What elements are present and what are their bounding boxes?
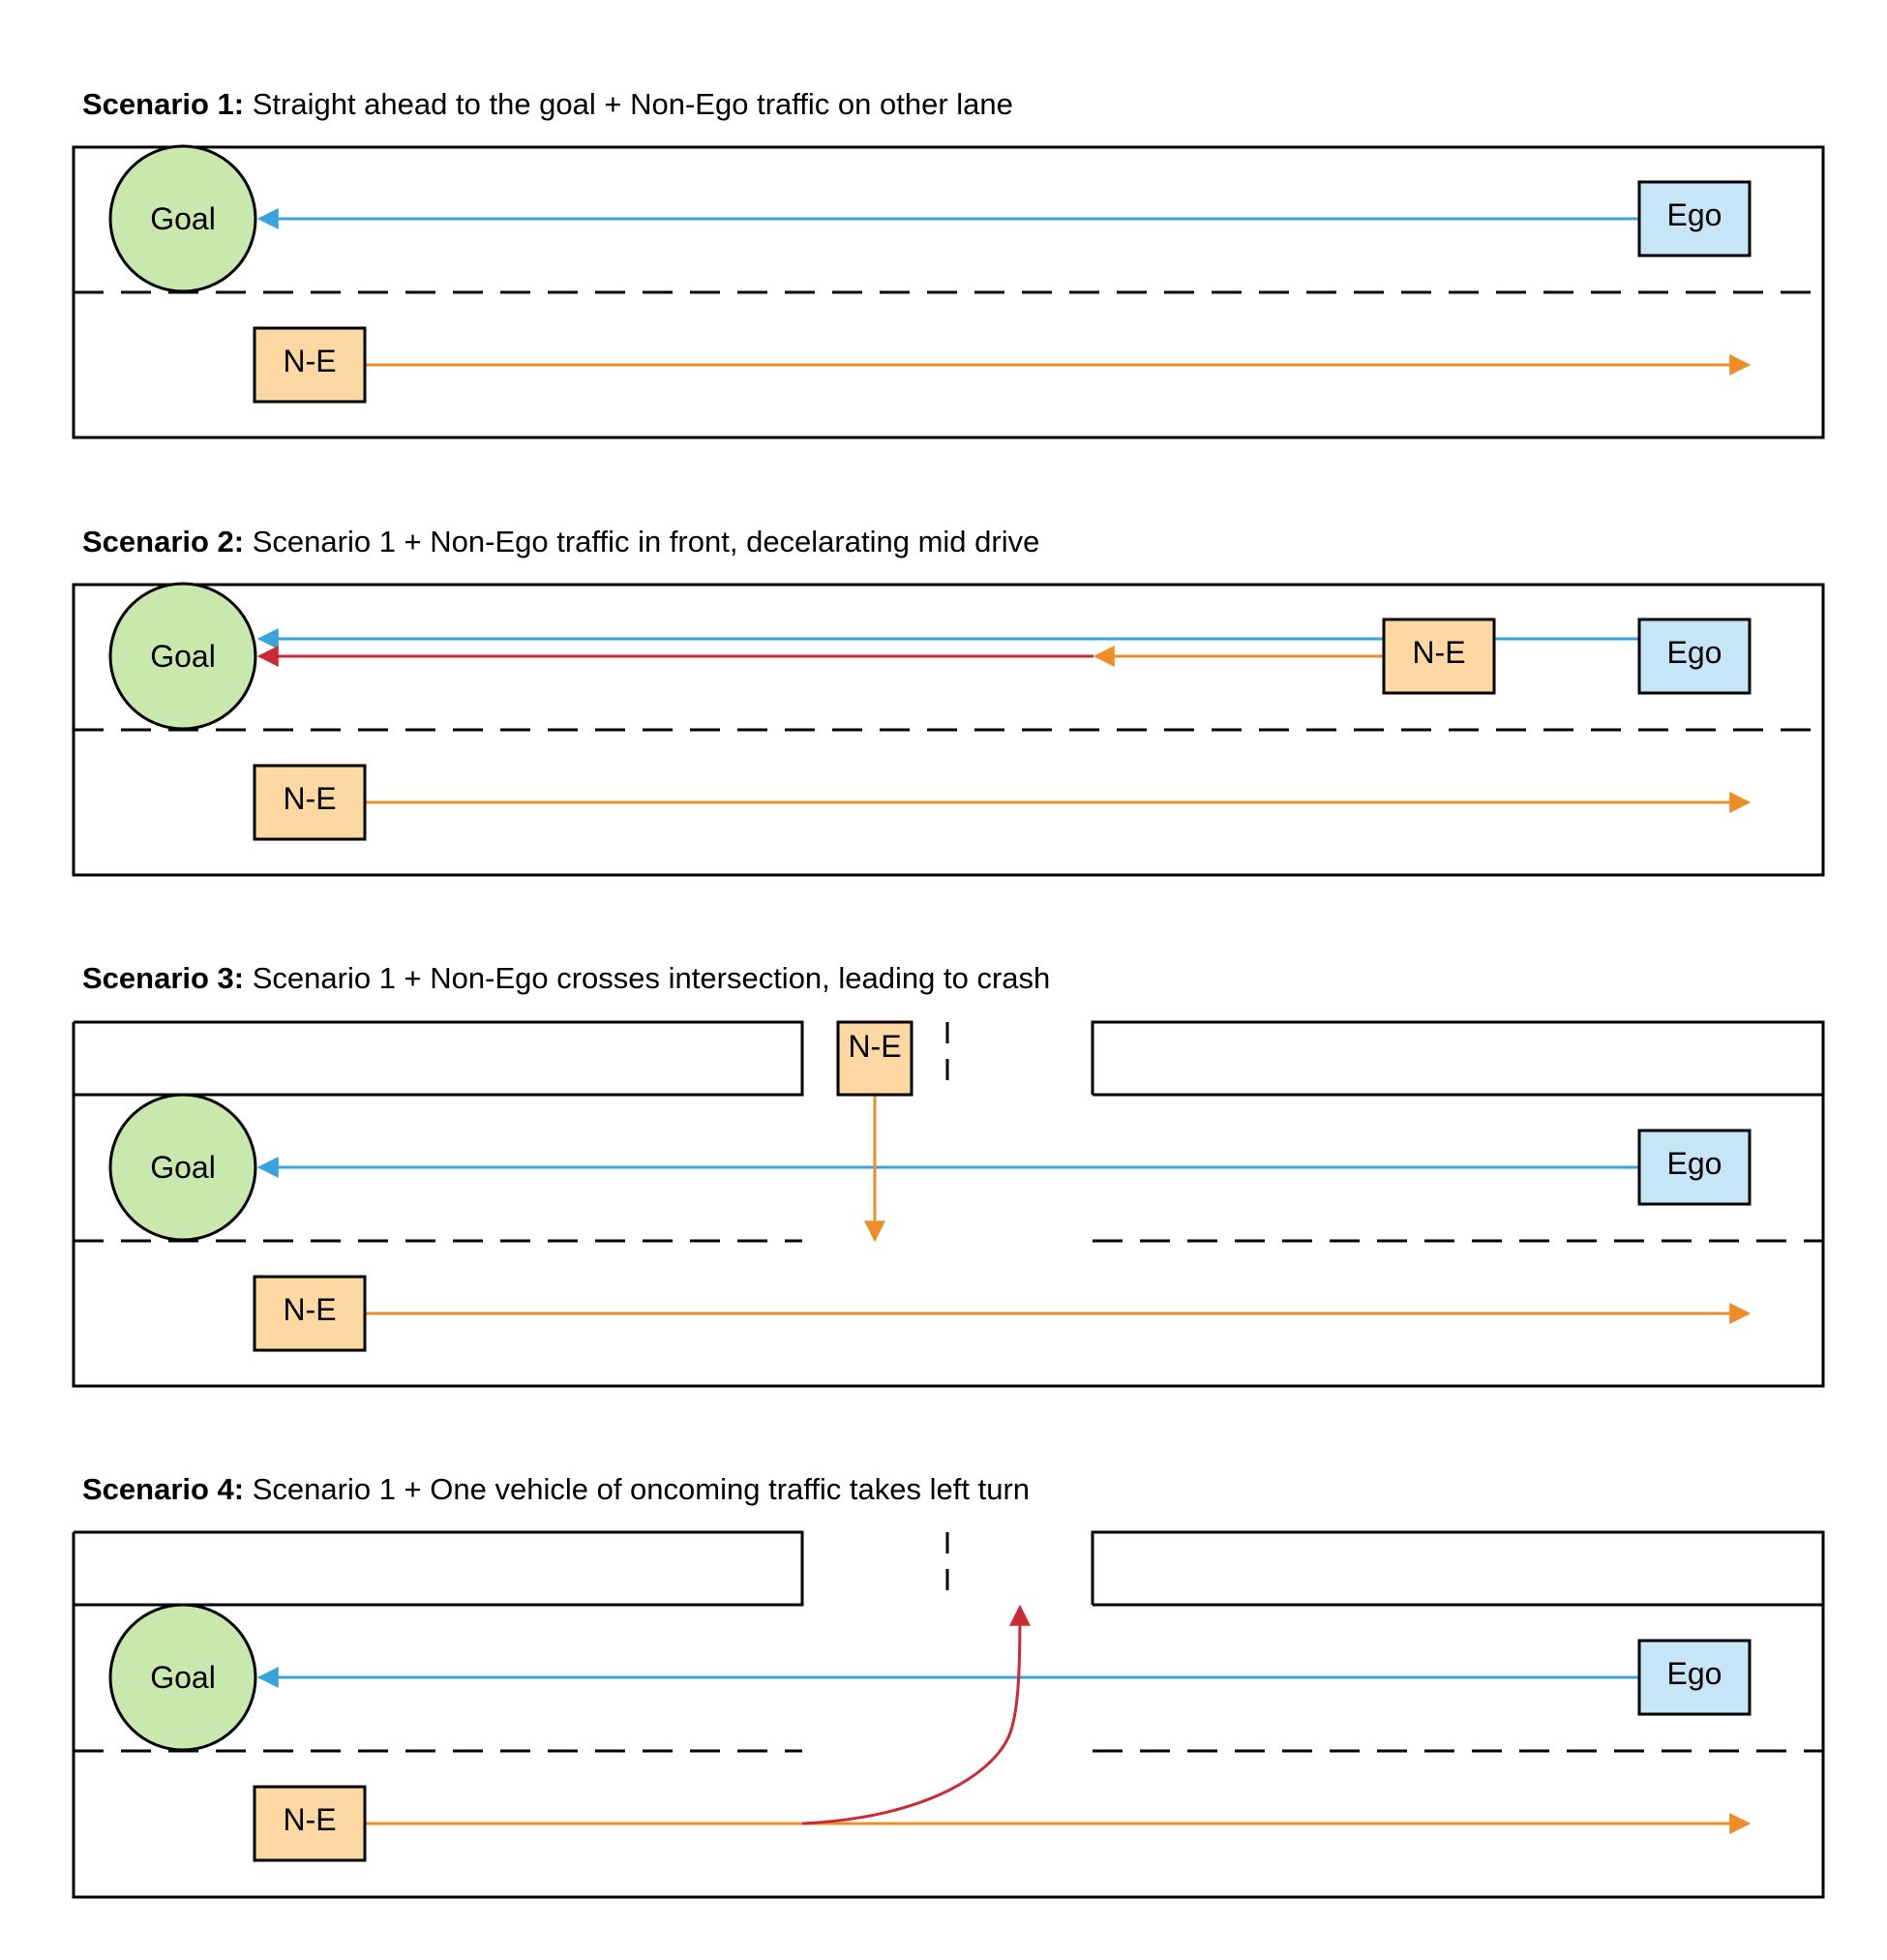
goal-circle xyxy=(108,1603,257,1752)
left-turn-path-arrow xyxy=(801,1604,1031,1825)
intersection-road-outline xyxy=(72,1020,1825,1388)
non-ego-front-label: N-E xyxy=(1412,635,1465,670)
non-ego-vehicle xyxy=(253,1275,367,1352)
goal-circle xyxy=(108,1093,257,1242)
non-ego-label: N-E xyxy=(283,344,336,378)
non-ego-label: N-E xyxy=(283,1292,336,1327)
scenario-3-title-rest: Scenario 1 + Non-Ego crosses intersectio… xyxy=(244,961,1050,995)
scenario-3: Scenario 3: Scenario 1 + Non-Ego crosses… xyxy=(72,961,1825,1388)
scenario-1-title-bold: Scenario 1: xyxy=(82,87,244,121)
ego-vehicle xyxy=(1637,1639,1752,1716)
ego-label: Ego xyxy=(1667,197,1722,232)
non-ego-crossing-label: N-E xyxy=(848,1029,901,1064)
non-ego-crossing-vehicle xyxy=(836,1020,914,1097)
goal-label: Goal xyxy=(150,639,216,674)
scenario-4-title-bold: Scenario 4: xyxy=(82,1472,244,1506)
scenario-4: Scenario 4: Scenario 1 + One vehicle of … xyxy=(72,1472,1825,1899)
non-ego-vehicle xyxy=(253,326,367,404)
ego-label: Ego xyxy=(1667,1146,1722,1181)
non-ego-label: N-E xyxy=(283,1802,336,1837)
scenario-2-title: Scenario 2: Scenario 1 + Non-Ego traffic… xyxy=(82,525,1039,558)
goal-label: Goal xyxy=(150,201,216,236)
goal-circle xyxy=(108,582,257,731)
scenario-3-title: Scenario 3: Scenario 1 + Non-Ego crosses… xyxy=(82,961,1050,995)
scenario-4-title: Scenario 4: Scenario 1 + One vehicle of … xyxy=(82,1472,1030,1506)
goal-label: Goal xyxy=(150,1660,216,1695)
ego-vehicle xyxy=(1637,180,1752,257)
ego-label: Ego xyxy=(1667,635,1722,670)
non-ego-vehicle xyxy=(253,1785,367,1862)
scenario-1-title: Scenario 1: Straight ahead to the goal +… xyxy=(82,87,1013,121)
ego-label: Ego xyxy=(1667,1656,1722,1691)
scenario-2: Scenario 2: Scenario 1 + Non-Ego traffic… xyxy=(72,525,1825,877)
goal-label: Goal xyxy=(150,1150,216,1185)
non-ego-front-vehicle xyxy=(1382,618,1496,695)
intersection-road-outline xyxy=(72,1530,1825,1899)
non-ego-label: N-E xyxy=(283,781,336,816)
ego-vehicle xyxy=(1637,618,1752,695)
scenario-3-title-bold: Scenario 3: xyxy=(82,961,244,995)
scenario-2-title-rest: Scenario 1 + Non-Ego traffic in front, d… xyxy=(244,525,1039,558)
scenario-1-title-rest: Straight ahead to the goal + Non-Ego tra… xyxy=(244,87,1013,121)
scenario-2-title-bold: Scenario 2: xyxy=(82,525,244,558)
scenario-4-title-rest: Scenario 1 + One vehicle of oncoming tra… xyxy=(244,1472,1030,1506)
ego-vehicle xyxy=(1637,1129,1752,1206)
non-ego-vehicle xyxy=(253,764,367,841)
scenario-1: Scenario 1: Straight ahead to the goal +… xyxy=(72,87,1825,439)
goal-circle xyxy=(108,144,257,293)
